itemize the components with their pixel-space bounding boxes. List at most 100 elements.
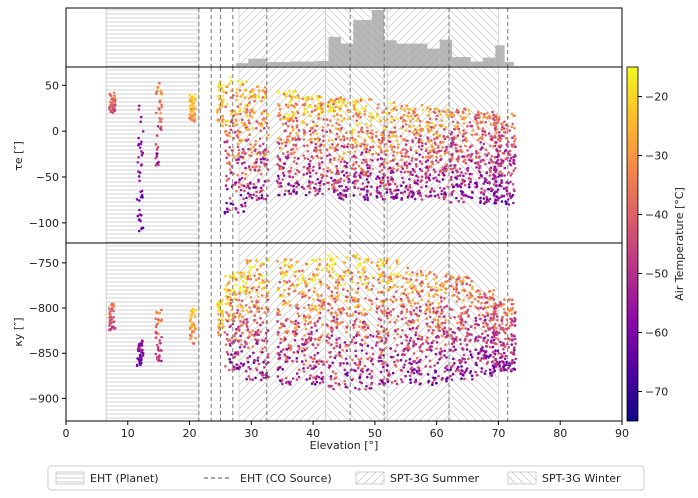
- scatter-point: [387, 288, 391, 292]
- scatter-point: [238, 178, 241, 181]
- scatter-point: [238, 287, 242, 291]
- y-tick-label: −900: [29, 392, 59, 405]
- scatter-point: [334, 137, 338, 141]
- scatter-point: [371, 145, 375, 148]
- scatter-point: [484, 200, 487, 204]
- histogram-bar: [248, 58, 267, 66]
- scatter-point: [454, 147, 458, 150]
- scatter-point: [439, 149, 443, 153]
- scatter-point: [221, 319, 224, 322]
- scatter-point: [232, 288, 235, 292]
- scatter-point: [291, 125, 294, 129]
- scatter-point: [259, 129, 263, 133]
- scatter-point: [420, 289, 424, 293]
- scatter-point: [462, 323, 465, 327]
- scatter-point: [430, 144, 434, 147]
- scatter-point: [287, 189, 291, 193]
- scatter-point: [262, 184, 265, 187]
- scatter-point: [469, 370, 473, 373]
- scatter-point: [419, 282, 422, 286]
- scatter-point: [394, 379, 397, 383]
- scatter-point: [407, 346, 411, 349]
- scatter-point: [366, 126, 369, 129]
- scatter-point: [492, 289, 496, 292]
- scatter-point: [193, 314, 197, 318]
- scatter-point: [445, 145, 448, 149]
- scatter-point: [443, 173, 446, 177]
- scatter-point: [360, 161, 364, 165]
- scatter-point: [389, 313, 393, 317]
- scatter-point: [463, 377, 466, 381]
- scatter-point: [353, 161, 357, 165]
- scatter-point: [321, 192, 325, 196]
- scatter-point: [331, 143, 334, 146]
- scatter-point: [263, 359, 267, 362]
- scatter-point: [252, 361, 256, 365]
- scatter-point: [403, 163, 407, 167]
- scatter-point: [216, 108, 219, 112]
- scatter-point: [492, 328, 496, 332]
- scatter-point: [333, 261, 336, 265]
- scatter-point: [496, 318, 499, 322]
- scatter-point: [365, 147, 369, 151]
- scatter-point: [376, 175, 380, 178]
- scatter-point: [303, 96, 307, 100]
- scatter-point: [445, 273, 449, 276]
- scatter-point: [499, 304, 503, 308]
- scatter-point: [492, 355, 495, 359]
- scatter-point: [334, 376, 338, 379]
- scatter-point: [239, 362, 243, 365]
- scatter-point: [451, 111, 454, 115]
- scatter-point: [318, 166, 321, 170]
- scatter-point: [455, 108, 459, 112]
- scatter-point: [351, 323, 355, 327]
- scatter-point: [259, 158, 263, 161]
- scatter-point: [248, 195, 251, 198]
- scatter-point: [480, 370, 483, 374]
- scatter-point: [358, 361, 362, 365]
- scatter-point: [379, 352, 383, 356]
- scatter-point: [401, 176, 404, 180]
- scatter-point: [400, 198, 403, 201]
- scatter-point: [253, 274, 256, 278]
- scatter-point: [157, 318, 160, 321]
- scatter-point: [239, 83, 242, 86]
- scatter-point: [464, 361, 467, 364]
- scatter-point: [277, 331, 280, 334]
- scatter-point: [413, 197, 417, 201]
- scatter-point: [193, 118, 197, 122]
- scatter-point: [407, 155, 410, 159]
- scatter-point: [426, 373, 430, 376]
- scatter-point: [386, 364, 389, 368]
- scatter-point: [431, 148, 434, 152]
- scatter-point: [238, 346, 242, 349]
- scatter-point: [282, 339, 286, 342]
- scatter-point: [241, 204, 244, 208]
- scatter-point: [301, 278, 304, 282]
- scatter-point: [328, 168, 332, 172]
- scatter-point: [278, 113, 282, 117]
- scatter-point: [390, 148, 394, 151]
- scatter-point: [510, 361, 514, 364]
- scatter-point: [389, 188, 392, 191]
- scatter-point: [316, 114, 320, 117]
- scatter-point: [377, 272, 380, 276]
- scatter-point: [285, 281, 289, 284]
- scatter-point: [411, 369, 414, 372]
- scatter-point: [492, 333, 496, 337]
- scatter-point: [191, 330, 194, 333]
- scatter-point: [338, 321, 342, 325]
- scatter-point: [376, 158, 380, 161]
- scatter-point: [416, 302, 420, 305]
- scatter-point: [456, 121, 460, 124]
- scatter-point: [369, 111, 373, 114]
- scatter-point: [449, 201, 453, 204]
- scatter-point: [246, 108, 249, 111]
- scatter-point: [287, 265, 291, 269]
- scatter-point: [409, 301, 412, 305]
- scatter-point: [491, 371, 494, 374]
- scatter-point: [431, 307, 435, 310]
- scatter-point: [396, 285, 399, 289]
- scatter-point: [512, 201, 515, 205]
- scatter-point: [354, 171, 358, 174]
